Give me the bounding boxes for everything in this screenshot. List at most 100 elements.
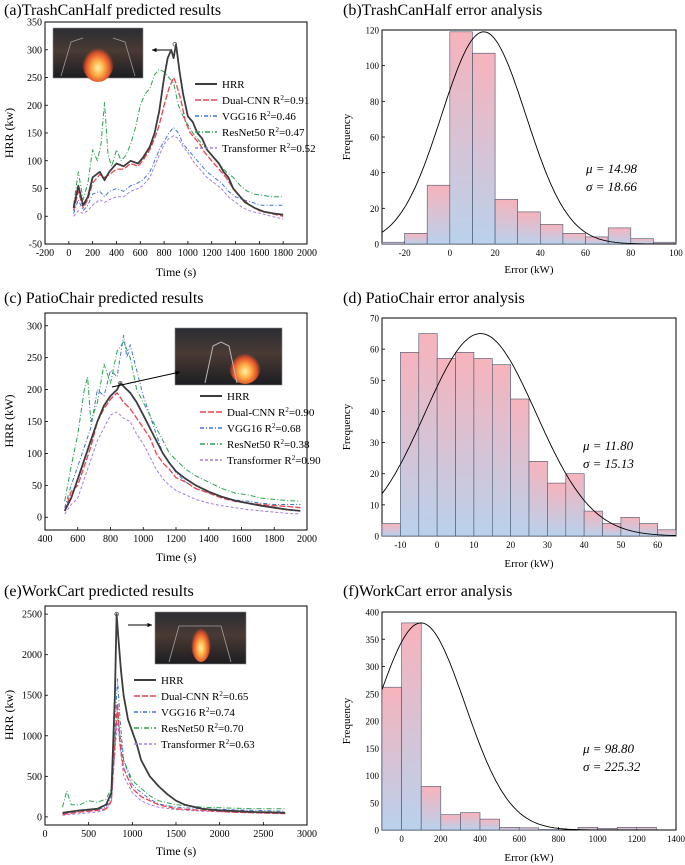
- y-axis-label: HRR (kw): [2, 108, 16, 158]
- r2-symbol: R: [270, 95, 281, 107]
- y-tick-label: 350: [366, 635, 380, 645]
- y-tick-label: 50: [32, 184, 42, 195]
- x-tick-label: 1000: [589, 834, 608, 844]
- x-tick-label: -200: [36, 248, 54, 259]
- histogram-bar: [538, 829, 559, 831]
- legend-entry-transformer: Transformer R2=0.90: [227, 454, 321, 467]
- x-tick-label: 60: [653, 540, 663, 550]
- histogram-bar: [440, 814, 461, 831]
- series-line-transformer: [62, 719, 286, 816]
- x-axis-label: Time (s): [156, 265, 197, 279]
- series-line-vgg16: [73, 126, 284, 214]
- legend-name: ResNet50: [222, 127, 266, 139]
- legend-name: Dual-CNN: [227, 407, 275, 419]
- x-tick-label: 0: [448, 248, 453, 258]
- y-tick-label: 300: [27, 321, 42, 332]
- histogram-bar: [381, 241, 405, 245]
- y-tick-label: 200: [366, 717, 380, 727]
- x-tick-label: 200: [434, 834, 448, 844]
- x-tick-label: 1800: [264, 534, 284, 545]
- r2-symbol: R: [216, 739, 227, 751]
- flame-icon: [191, 622, 211, 662]
- histogram-bar: [607, 227, 632, 245]
- series-line-dual-cnn: [62, 702, 286, 816]
- x-tick-label: 1500: [166, 829, 186, 840]
- x-tick-label: 40: [580, 540, 590, 550]
- histogram-bar: [381, 686, 402, 831]
- r2-superscript: 2: [280, 438, 284, 446]
- histogram-bars: [381, 333, 677, 537]
- fire-thumbnail: [52, 27, 144, 82]
- x-tick-label: 400: [38, 534, 53, 545]
- y-tick-label: 80: [370, 97, 380, 107]
- legend-name: HRR: [222, 79, 245, 91]
- histogram-bar: [565, 473, 585, 537]
- r2-superscript: 2: [272, 422, 276, 430]
- y-tick-label: 2000: [22, 650, 42, 661]
- histogram-bar: [426, 184, 451, 245]
- histogram-bar: [473, 358, 493, 537]
- x-tick-label: 1200: [166, 534, 186, 545]
- legend-name: ResNet50: [161, 723, 205, 735]
- mu-label: μ = 98.80: [582, 741, 635, 756]
- x-tick-label: 100: [669, 248, 683, 258]
- histogram-bar: [539, 224, 564, 245]
- y-tick-label: 30: [370, 438, 380, 448]
- r2-symbol: R: [257, 111, 268, 123]
- histogram-bar: [620, 516, 640, 537]
- panel-title: (f)WorkCart error analysis: [343, 583, 512, 600]
- panel-f: (f)WorkCart error analysis 0 200 400 600 800…: [341, 583, 685, 864]
- fire-thumbnail: [154, 611, 247, 665]
- x-tick-label: 2000: [297, 248, 317, 259]
- x-tick-label: 400: [473, 834, 487, 844]
- histogram-bar: [449, 31, 473, 245]
- x-tick-label: 600: [133, 248, 148, 259]
- x-tick-label: 80: [626, 248, 636, 258]
- legend-entry-hrr: HRR: [161, 675, 184, 687]
- histogram-bar: [499, 826, 520, 831]
- panel-title: (c) PatioChair predicted results: [4, 290, 204, 307]
- y-tick-label: 40: [370, 407, 380, 417]
- r2-superscript: 2: [226, 738, 230, 746]
- r2-value: 0.70: [224, 723, 244, 735]
- y-tick-label: 250: [366, 689, 380, 699]
- x-tick-label: 50: [616, 540, 626, 550]
- x-tick-label: 2000: [210, 829, 230, 840]
- panel-title: (e)WorkCart predicted results: [4, 583, 194, 600]
- x-tick-label: 800: [552, 834, 566, 844]
- x-tick-label: 1600: [249, 248, 269, 259]
- y-tick-label: 100: [366, 61, 380, 71]
- x-tick-label: 1400: [199, 534, 219, 545]
- x-axis-label: Time (s): [156, 844, 197, 858]
- y-tick-label: 200: [27, 101, 42, 112]
- histogram-bar: [510, 398, 530, 537]
- r2-equals: =: [275, 423, 281, 435]
- gaussian-curve: [381, 622, 676, 831]
- legend-entry-resnet50: ResNet50 R2=0.47: [222, 126, 305, 139]
- axis-ticks: 400 600 800 1000 1200 1400 1600 1800 2000 0 50 100 1…: [27, 321, 317, 545]
- x-tick-label: 1000: [122, 829, 142, 840]
- x-axis-label: Error (kW): [504, 558, 554, 570]
- y-tick-label: 0: [375, 240, 380, 250]
- x-tick-label: 0: [43, 829, 48, 840]
- normal-fit-curve: [381, 31, 676, 245]
- y-axis-label: Frequency: [341, 697, 353, 744]
- x-tick-label: -20: [399, 248, 411, 258]
- histogram-bar: [472, 52, 496, 245]
- y-tick-label: 40: [370, 168, 380, 178]
- series-line-resnet50: [62, 710, 286, 810]
- r2-equals: =: [218, 723, 224, 735]
- r2-equals: =: [209, 707, 215, 719]
- r2-equals: =: [290, 143, 296, 155]
- histogram-bar: [479, 818, 500, 831]
- y-tick-label: 60: [370, 345, 380, 355]
- x-tick-label: -10: [394, 540, 406, 550]
- legend-name: Transformer: [227, 455, 282, 467]
- histogram-bar: [400, 351, 420, 537]
- legend-entry-vgg16: VGG16 R2=0.68: [227, 422, 301, 435]
- x-axis-label: Error (kW): [504, 264, 554, 276]
- y-tick-label: 350: [27, 18, 42, 29]
